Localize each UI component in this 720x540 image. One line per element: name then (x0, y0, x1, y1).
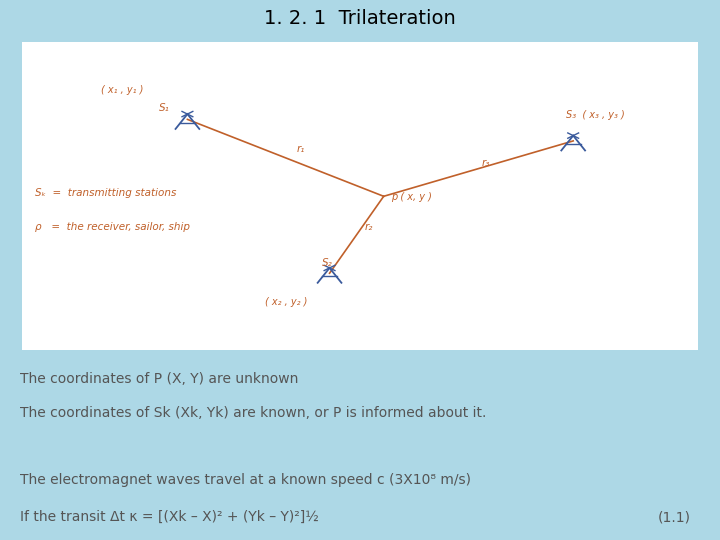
Text: ( x₂ , y₂ ): ( x₂ , y₂ ) (265, 297, 307, 307)
Text: S₃  ( x₃ , y₃ ): S₃ ( x₃ , y₃ ) (566, 110, 625, 120)
Text: r₁: r₁ (297, 144, 305, 154)
Text: r₂: r₂ (365, 222, 373, 232)
Text: S₁: S₁ (158, 103, 169, 112)
Text: (1.1): (1.1) (658, 510, 691, 524)
Text: ρ   =  the receiver, sailor, ship: ρ = the receiver, sailor, ship (35, 222, 190, 232)
Text: ( x₁ , y₁ ): ( x₁ , y₁ ) (101, 85, 143, 95)
Text: r₃: r₃ (482, 158, 490, 168)
Text: p ( x, y ): p ( x, y ) (391, 192, 432, 202)
Text: Sₖ  =  transmitting stations: Sₖ = transmitting stations (35, 188, 176, 198)
Text: 1. 2. 1  Trilateration: 1. 2. 1 Trilateration (264, 9, 456, 28)
Bar (22, 43, 698, 350)
Text: The electromagnet waves travel at a known speed c (3X10⁸ m/s): The electromagnet waves travel at a know… (20, 473, 471, 487)
Text: S₂: S₂ (323, 258, 333, 268)
Text: The coordinates of P (X, Y) are unknown: The coordinates of P (X, Y) are unknown (20, 373, 299, 386)
Text: If the transit Δt κ = [(Xk – X)² + (Yk – Y)²]½: If the transit Δt κ = [(Xk – X)² + (Yk –… (20, 510, 319, 524)
Text: The coordinates of Sk (Xk, Yk) are known, or P is informed about it.: The coordinates of Sk (Xk, Yk) are known… (20, 406, 487, 420)
